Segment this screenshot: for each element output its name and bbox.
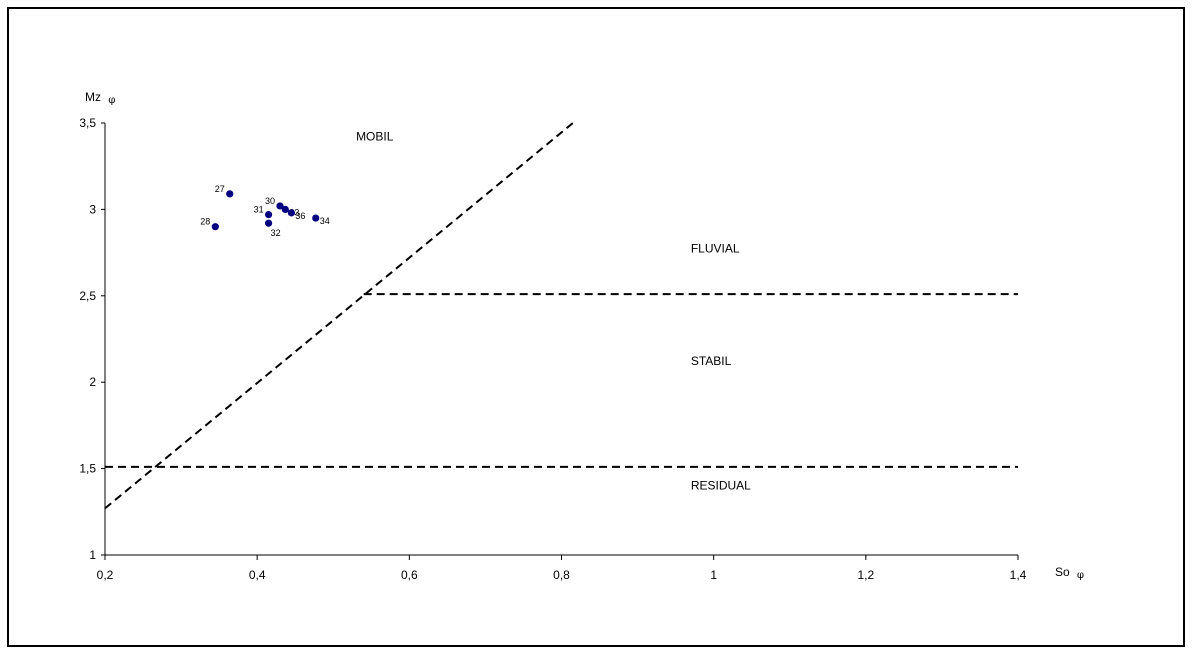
boundary-line-mobil-fluvial (104, 122, 574, 510)
data-point (226, 190, 234, 198)
axes (104, 123, 1018, 556)
x-tick-label: 0,8 (553, 568, 570, 582)
x-axis-label-symbol: φ (1077, 570, 1084, 581)
data-point-label: 34 (320, 216, 330, 226)
x-tick-label: 0,4 (249, 568, 266, 582)
y-axis-label: Mz φ (85, 90, 115, 106)
x-tick-label: 1,4 (1010, 568, 1027, 582)
y-ticks: 1 1,5 2 2,5 3 3,5 (79, 116, 105, 562)
y-tick-label: 2,5 (79, 289, 96, 303)
data-point (276, 202, 284, 210)
data-point (264, 219, 273, 227)
data-point (287, 209, 296, 217)
y-tick-label: 1,5 (79, 462, 96, 476)
y-tick-label: 2 (89, 375, 96, 389)
data-point-label: 27 (215, 184, 225, 194)
region-label-mobil: MOBIL (356, 129, 394, 143)
y-axis-label-symbol: φ (108, 95, 115, 106)
data-point (281, 205, 289, 213)
x-axis-label: So φ (1055, 565, 1084, 581)
data-point-label: 31 (254, 205, 264, 215)
x-ticks: 0,2 0,4 0,6 0,8 1 1,2 1,4 (97, 555, 1027, 582)
data-point-label: 36 (295, 211, 305, 221)
data-point (211, 223, 219, 231)
data-point (312, 214, 320, 222)
data-point-label: 28 (200, 217, 210, 227)
x-tick-label: 1 (710, 568, 717, 582)
data-point (264, 210, 273, 219)
x-tick-label: 1,2 (857, 568, 874, 582)
boundary-lines (104, 122, 1018, 510)
y-tick-label: 3,5 (79, 116, 96, 130)
data-point-label: 32 (271, 228, 281, 238)
chart-frame: 1 1,5 2 2,5 3 3,5 0,2 0,4 0,6 0,8 1 1,2 1,4 MOBIL FL… (7, 7, 1185, 647)
data-point-label: 30 (265, 196, 275, 206)
region-label-residual: RESIDUAL (691, 478, 751, 492)
x-axis-label-text: So (1055, 565, 1070, 579)
region-label-stabil: STABIL (691, 354, 732, 368)
y-tick-label: 3 (89, 202, 96, 216)
x-tick-label: 0,6 (401, 568, 418, 582)
x-tick-label: 0,2 (97, 568, 114, 582)
region-labels: MOBIL FLUVIAL STABIL RESIDUAL (356, 129, 751, 492)
y-axis-label-text: Mz (85, 90, 101, 104)
chart-svg: 1 1,5 2 2,5 3 3,5 0,2 0,4 0,6 0,8 1 1,2 1,4 MOBIL FL… (79, 90, 1084, 582)
y-tick-label: 1 (89, 548, 96, 562)
region-label-fluvial: FLUVIAL (691, 242, 740, 256)
data-points: 2728303336313234 (200, 184, 329, 238)
